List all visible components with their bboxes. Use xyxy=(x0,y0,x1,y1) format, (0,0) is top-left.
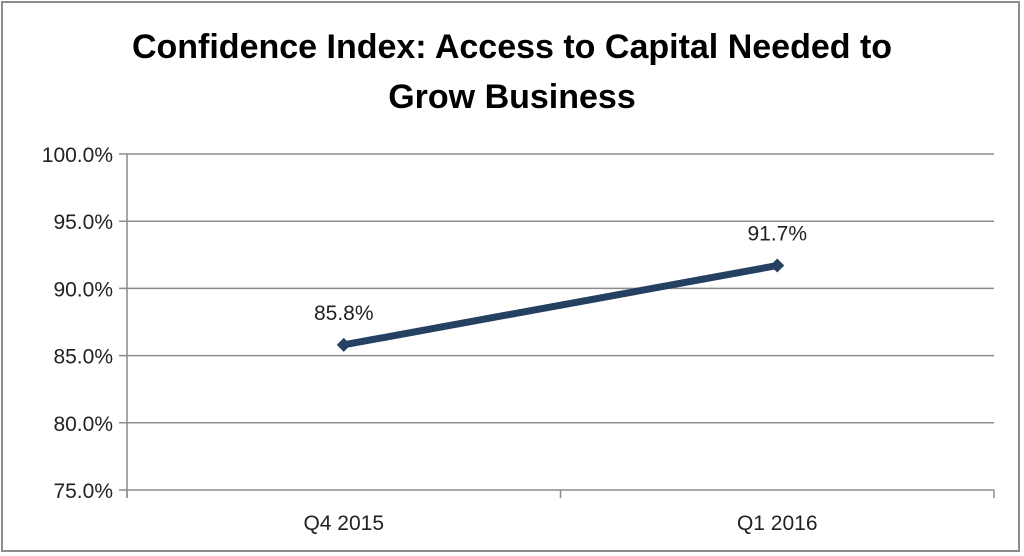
y-tick-label: 75.0% xyxy=(53,480,113,503)
chart-title-line-1: Confidence Index: Access to Capital Need… xyxy=(131,28,893,66)
y-tick-label: 90.0% xyxy=(53,278,113,301)
x-tick-label: Q4 2015 xyxy=(303,512,384,535)
y-tick-label: 100.0% xyxy=(42,144,113,167)
x-tick-label: Q1 2016 xyxy=(737,512,818,535)
chart-title: Confidence Index: Access to Capital Need… xyxy=(0,22,1024,122)
y-tick-label: 80.0% xyxy=(53,413,113,436)
data-point-marker xyxy=(770,258,785,273)
data-point-marker xyxy=(336,337,351,352)
y-tick-label: 85.0% xyxy=(53,346,113,369)
y-tick-label: 95.0% xyxy=(53,211,113,234)
chart-title-line-2: Grow Business xyxy=(388,78,636,116)
data-label: 91.7% xyxy=(747,223,807,246)
data-label: 85.8% xyxy=(314,302,374,325)
series-line xyxy=(340,262,781,349)
